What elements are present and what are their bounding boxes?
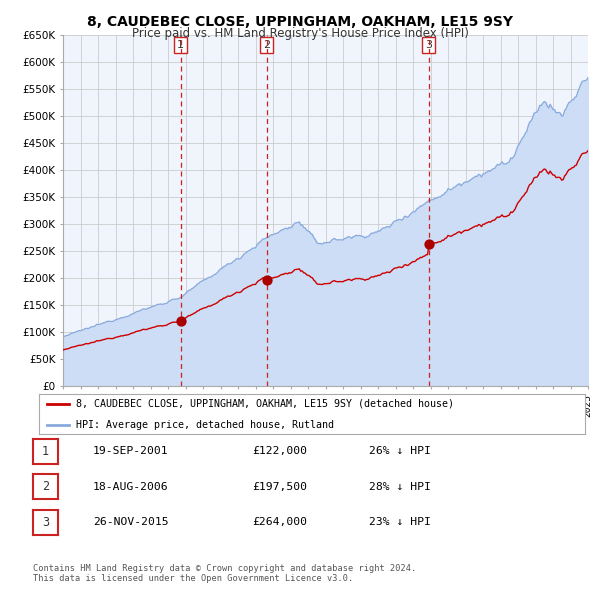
Text: 23% ↓ HPI: 23% ↓ HPI [369, 517, 431, 527]
Text: £122,000: £122,000 [252, 447, 307, 456]
Point [424, 239, 434, 248]
Text: This data is licensed under the Open Government Licence v3.0.: This data is licensed under the Open Gov… [33, 574, 353, 583]
Text: £264,000: £264,000 [252, 517, 307, 527]
Text: 19-SEP-2001: 19-SEP-2001 [93, 447, 169, 456]
Text: 8, CAUDEBEC CLOSE, UPPINGHAM, OAKHAM, LE15 9SY: 8, CAUDEBEC CLOSE, UPPINGHAM, OAKHAM, LE… [87, 15, 513, 29]
Text: HPI: Average price, detached house, Rutland: HPI: Average price, detached house, Rutl… [76, 420, 334, 430]
Text: Price paid vs. HM Land Registry's House Price Index (HPI): Price paid vs. HM Land Registry's House … [131, 27, 469, 40]
Text: 26-NOV-2015: 26-NOV-2015 [93, 517, 169, 527]
Text: 1: 1 [177, 40, 184, 50]
Text: 8, CAUDEBEC CLOSE, UPPINGHAM, OAKHAM, LE15 9SY (detached house): 8, CAUDEBEC CLOSE, UPPINGHAM, OAKHAM, LE… [76, 399, 454, 409]
Text: £197,500: £197,500 [252, 482, 307, 491]
Point [176, 316, 185, 325]
Text: 3: 3 [42, 516, 49, 529]
Text: 2: 2 [42, 480, 49, 493]
Text: Contains HM Land Registry data © Crown copyright and database right 2024.: Contains HM Land Registry data © Crown c… [33, 564, 416, 573]
Text: 1: 1 [42, 445, 49, 458]
Point [262, 275, 271, 284]
Text: 26% ↓ HPI: 26% ↓ HPI [369, 447, 431, 456]
Text: 18-AUG-2006: 18-AUG-2006 [93, 482, 169, 491]
Text: 28% ↓ HPI: 28% ↓ HPI [369, 482, 431, 491]
Text: 2: 2 [263, 40, 270, 50]
Text: 3: 3 [425, 40, 432, 50]
